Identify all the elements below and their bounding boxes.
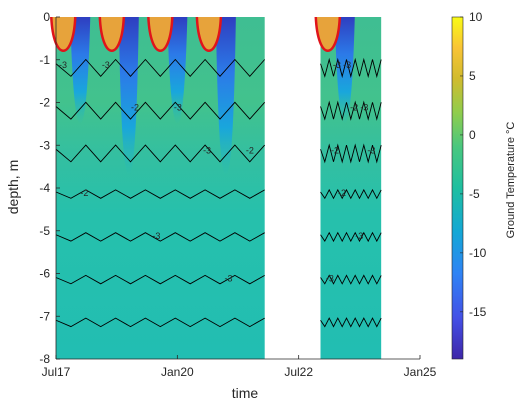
zero-isotherm-contour <box>195 16 223 52</box>
cold-season-finger <box>167 17 188 124</box>
warm-season-top <box>148 17 173 51</box>
y-tick-label: -7 <box>39 309 50 323</box>
contour-label: -3 <box>360 103 368 113</box>
y-tick-label: -8 <box>39 352 50 366</box>
isotherm-contour <box>55 101 266 120</box>
zero-isotherm-contour <box>147 16 174 52</box>
colorbar-bar <box>451 16 464 360</box>
contour-label: -2 <box>331 145 339 155</box>
contour-label: -2 <box>350 103 358 113</box>
cold-season-finger <box>70 17 91 124</box>
y-tick-label: -4 <box>39 181 50 195</box>
colorbar-tick-label: 0 <box>469 128 476 142</box>
y-tick-label: -1 <box>39 53 50 67</box>
isotherm-contour <box>320 143 382 164</box>
contour-label: -3 <box>152 231 160 241</box>
y-tick-label: -6 <box>39 267 50 281</box>
y-axis-label: depth, m <box>5 160 21 214</box>
contour-label: -3 <box>224 274 232 284</box>
isotherm-contour <box>320 274 382 285</box>
contour-label: -2 <box>80 188 88 198</box>
y-tick-label: -3 <box>39 138 50 152</box>
colorbar-tick-label: -15 <box>469 305 487 319</box>
colorbar-tick-label: 10 <box>469 10 483 24</box>
colorbar-label: Ground Temperature °C <box>505 122 517 239</box>
x-axis-label: time <box>232 385 259 401</box>
x-tick-label: Jul17 <box>42 365 71 379</box>
warm-season-top <box>51 17 76 51</box>
contour-label: -2 <box>131 103 139 113</box>
x-tick-label: Jul22 <box>284 365 313 379</box>
y-tick-label: 0 <box>43 10 50 24</box>
cold-season-finger <box>334 17 355 124</box>
contour-label: -3 <box>102 60 110 70</box>
isotherm-contour <box>55 274 265 285</box>
y-tick-label: -5 <box>39 224 50 238</box>
contour-label: -3 <box>367 145 375 155</box>
isotherm-contour <box>320 57 382 79</box>
contour-label: -3 <box>343 60 351 70</box>
colorbar-tick-label: -10 <box>469 246 487 260</box>
zero-isotherm-contour <box>314 16 342 52</box>
zero-isotherm-contour <box>50 16 77 52</box>
colorbar-tick-label: 5 <box>469 69 476 83</box>
isotherm-contour <box>320 188 382 200</box>
y-tick-label: -2 <box>39 96 50 110</box>
zero-isotherm-contour <box>98 16 126 52</box>
cold-season-finger <box>118 17 139 176</box>
contour-label: -3 <box>174 103 182 113</box>
contour-label: -3 <box>59 60 67 70</box>
contour-label: -3 <box>333 60 341 70</box>
warm-season-top <box>315 17 340 51</box>
isotherm-contour <box>320 231 382 243</box>
colorbar-tick-label: -5 <box>469 187 480 201</box>
contour-label: -3 <box>326 274 334 284</box>
cold-season-finger <box>215 17 236 176</box>
isotherm-contour <box>55 232 265 242</box>
contour-label: -2 <box>338 188 346 198</box>
x-tick-label: Jan20 <box>161 365 194 379</box>
colorbar: 10 5 0 -5 -10 -15 <box>451 10 487 360</box>
contour-label: -3 <box>203 145 211 155</box>
isotherm-contour <box>55 317 265 328</box>
isotherm-contour <box>55 58 266 77</box>
plot-area: -3-2-3-2-3-3-3-3-2-3-2-3-2-3-3-3-3-2 <box>50 16 382 359</box>
isotherm-contour <box>320 317 382 328</box>
x-tick-label: Jan25 <box>404 365 437 379</box>
warm-season-top <box>196 17 221 51</box>
warm-season-top <box>99 17 124 51</box>
contour-label: -2 <box>246 145 254 155</box>
contour-label: -3 <box>355 231 363 241</box>
isotherm-contour <box>320 100 382 121</box>
isotherm-contour <box>55 144 266 163</box>
isotherm-contour <box>55 189 265 199</box>
